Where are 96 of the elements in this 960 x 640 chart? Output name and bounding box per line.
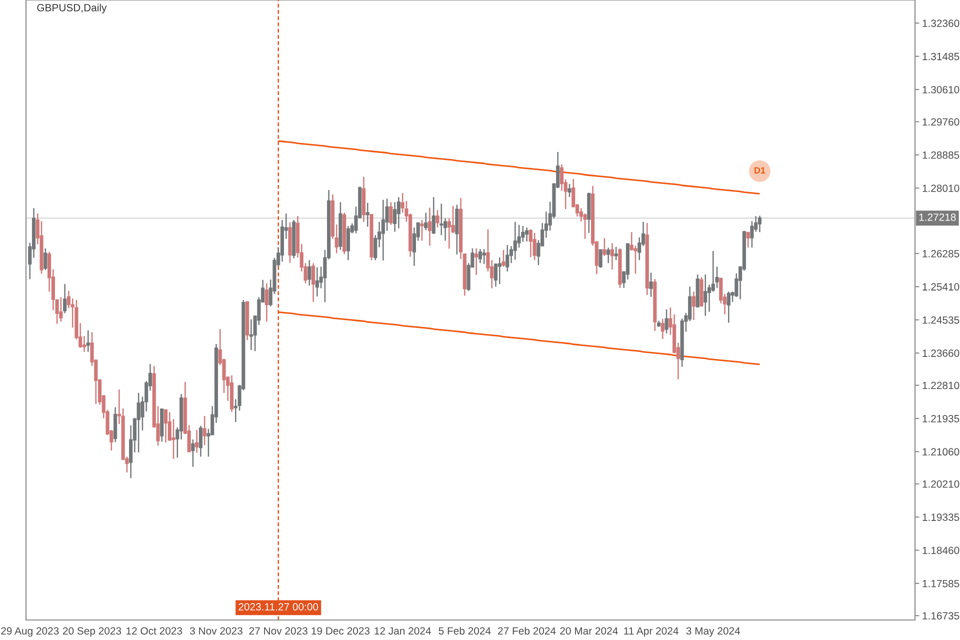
candlestick: [432, 196, 436, 235]
y-tick-label: 1.26285: [922, 250, 960, 258]
x-tick-label: 29 Aug 2023: [1, 627, 59, 637]
candlestick: [136, 392, 140, 454]
candlestick: [692, 290, 696, 321]
candlestick: [160, 408, 164, 442]
y-tick-label: 1.19335: [922, 514, 960, 521]
candlestick: [202, 415, 206, 446]
candlestick: [506, 244, 510, 272]
candlestick: [393, 201, 397, 232]
candlestick: [645, 222, 649, 296]
y-tick-label: 1.30610: [922, 86, 960, 94]
candlestick: [164, 409, 168, 444]
candlestick: [366, 202, 370, 228]
x-tick-label: 3 Nov 2023: [190, 627, 242, 635]
candlestick: [412, 226, 416, 266]
candlestick: [700, 276, 704, 308]
candlestick: [502, 249, 506, 268]
candlestick: [315, 266, 319, 298]
candlestick: [750, 220, 754, 248]
candlestick: [587, 192, 591, 234]
candlestick: [198, 425, 202, 458]
candlestick: [308, 260, 312, 286]
candlestick: [656, 320, 661, 328]
candlestick: [525, 226, 529, 242]
y-tick-label: 1.29760: [922, 118, 960, 126]
candlestick: [59, 296, 63, 322]
candlestick: [664, 308, 668, 334]
candlestick: [86, 330, 90, 353]
y-tick-label: 1.32360: [922, 20, 960, 28]
candlestick: [726, 290, 730, 324]
x-tick-label: 27 Nov 2023: [249, 627, 308, 635]
candlestick: [63, 283, 67, 314]
chart-title: GBPUSD,Daily: [37, 4, 107, 14]
y-tick-label: 1.25410: [922, 283, 960, 291]
candlestick: [191, 438, 195, 468]
y-tick-label: 1.24535: [922, 316, 960, 324]
candlestick: [249, 318, 253, 351]
candlestick: [346, 225, 350, 261]
ref-line-label: 1.27218: [919, 214, 956, 221]
y-tick-label: 1.31485: [922, 52, 960, 60]
candlestick: [114, 406, 118, 443]
candlestick: [230, 374, 234, 412]
candlestick: [428, 207, 432, 246]
y-tick-label: 1.28885: [922, 151, 960, 159]
x-tick-label: 20 Mar 2024: [560, 627, 618, 635]
candlestick: [478, 248, 482, 264]
ref-line-label: 2023.11.27 00:00: [238, 603, 318, 610]
y-tick-label: 1.21935: [922, 414, 960, 422]
y-tick-label: 1.22810: [922, 382, 960, 390]
candlestick: [660, 318, 664, 340]
candlestick: [649, 272, 653, 298]
x-tick-label: 12 Jan 2024: [374, 627, 431, 635]
candlestick: [474, 248, 478, 276]
candlestick: [532, 232, 536, 261]
candlestick: [482, 248, 486, 265]
x-tick-label: 5 Feb 2024: [438, 626, 491, 635]
y-tick-label: 1.20210: [922, 480, 960, 488]
candlestick: [614, 246, 618, 261]
candlestick: [396, 196, 400, 229]
x-tick-label: 12 Oct 2023: [126, 627, 182, 635]
y-tick-label: 1.18460: [922, 546, 960, 554]
y-tick-label: 1.21060: [922, 448, 960, 456]
candlestick: [513, 221, 517, 260]
y-tick-label: 1.28010: [922, 184, 960, 192]
y-tick-label: 1.17585: [922, 580, 960, 588]
candlestick: [288, 222, 292, 264]
x-tick-label: 11 Apr 2024: [624, 627, 678, 637]
candlestick: [195, 429, 199, 454]
candlestick: [618, 248, 622, 288]
candlestick: [436, 209, 440, 228]
x-tick-label: 20 Sep 2023: [62, 627, 122, 637]
candlestick: [362, 176, 366, 222]
candlestick: [568, 183, 572, 198]
candlestick: [746, 232, 750, 248]
candlestick: [610, 242, 614, 270]
candlestick: [264, 282, 268, 322]
y-tick-label: 1.16735: [922, 612, 960, 620]
y-tick-label: 1.23660: [922, 350, 960, 357]
candlestick: [602, 238, 606, 257]
annotation: D1: [754, 167, 766, 174]
candlestick: [606, 246, 610, 264]
x-tick-label: 3 May 2024: [686, 627, 740, 637]
x-tick-label: 19 Dec 2023: [312, 627, 370, 635]
x-tick-label: 27 Feb 2024: [498, 626, 556, 635]
candlestick: [381, 199, 385, 262]
candlestick: [370, 214, 374, 261]
line-series: [278, 311, 760, 366]
candlestick: [424, 212, 428, 231]
candlestick: [311, 262, 316, 302]
candlestick: [498, 256, 502, 285]
candlestick: [758, 215, 762, 233]
candlestick: [420, 219, 424, 242]
candlestick: [704, 274, 708, 317]
candlestick: [528, 228, 532, 258]
candlestick: [455, 204, 459, 256]
